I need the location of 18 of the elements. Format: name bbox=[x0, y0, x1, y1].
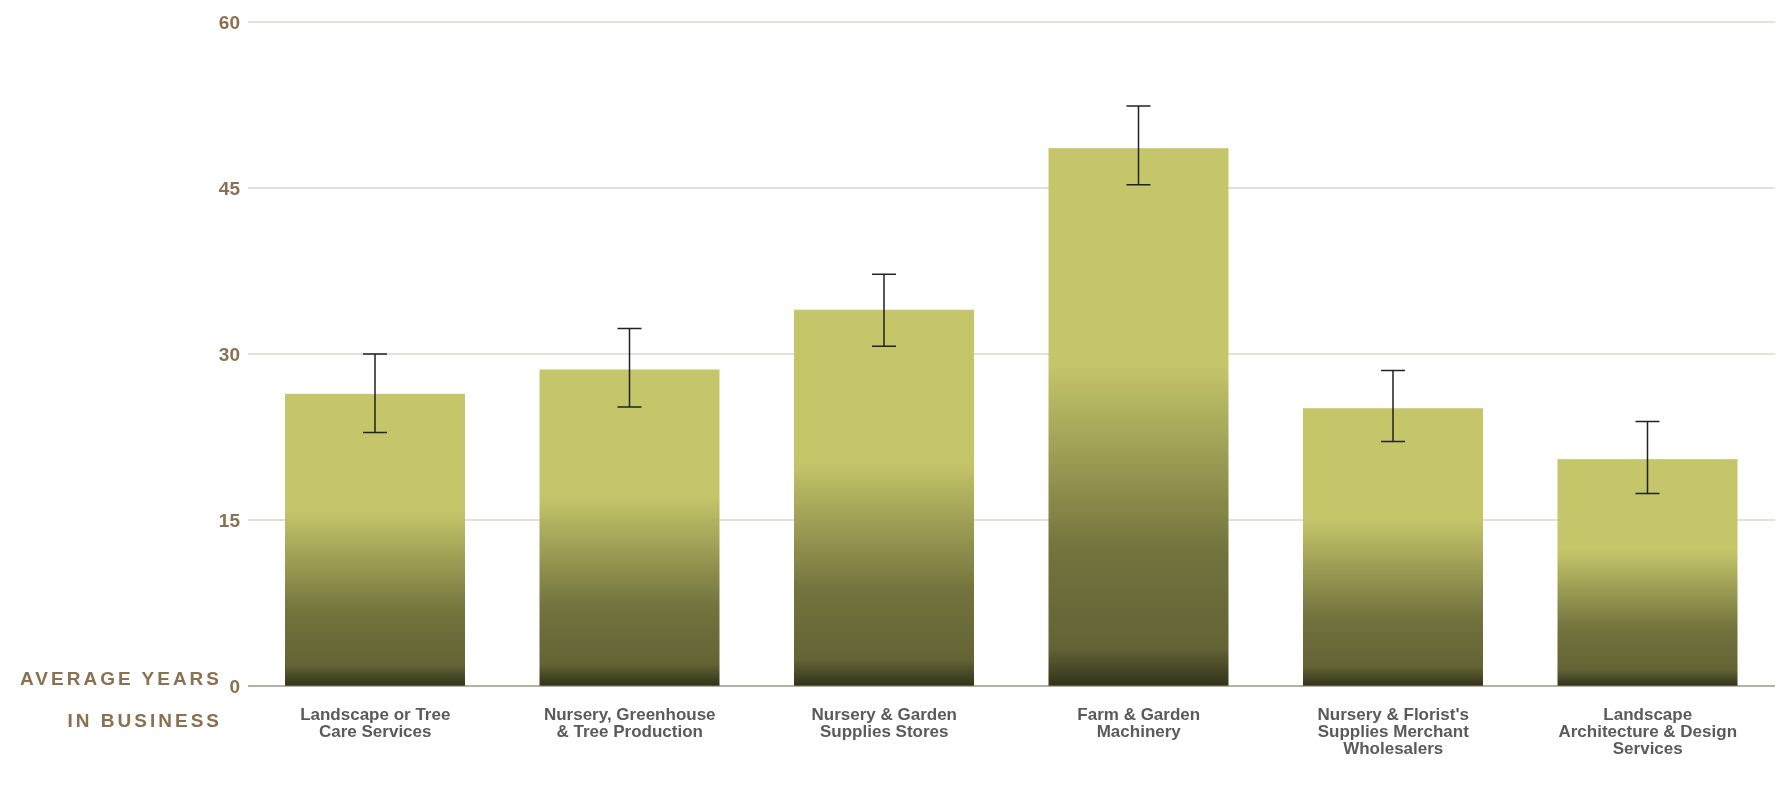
y-tick-label: 0 bbox=[229, 675, 240, 697]
y-tick-label: 45 bbox=[218, 177, 241, 199]
bar bbox=[1303, 408, 1483, 686]
bar bbox=[1557, 459, 1738, 686]
x-tick-label: Nursery & Florist's Supplies Merchant Wholesalers bbox=[1317, 705, 1470, 759]
x-tick-label: Landscape Architecture & Design Services bbox=[1558, 705, 1738, 759]
y-tick-label: 30 bbox=[218, 343, 240, 365]
bar bbox=[794, 309, 974, 686]
bar bbox=[285, 393, 465, 686]
x-tick-label: Farm & Garden Machinery bbox=[1077, 705, 1201, 742]
y-tick-label: 60 bbox=[218, 11, 240, 33]
x-tick-label: Landscape or Tree Care Services bbox=[300, 705, 451, 742]
y-axis-title: AVERAGE YEARS IN BUSINESS bbox=[19, 667, 222, 733]
x-tick-label: Nursery, Greenhouse & Tree Production bbox=[543, 705, 716, 742]
bar bbox=[539, 369, 720, 686]
bar bbox=[1048, 148, 1229, 686]
y-tick-label: 15 bbox=[218, 509, 241, 531]
x-tick-label: Nursery & Garden Supplies Stores bbox=[811, 705, 957, 742]
